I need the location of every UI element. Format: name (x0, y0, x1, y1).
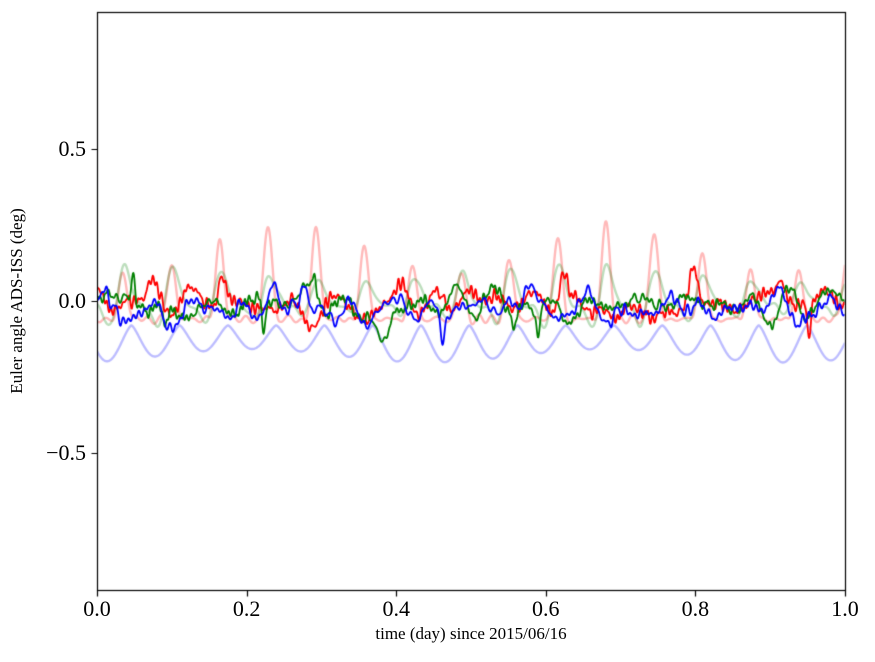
x-axis-label: time (day) since 2015/06/16 (375, 624, 567, 643)
x-tick-label: 0.2 (232, 596, 261, 621)
y-tick-label: 0.0 (58, 288, 87, 313)
y-tick-label: 0.5 (58, 135, 87, 161)
x-tick-label: 1.0 (831, 596, 859, 621)
x-tick-label: 0.4 (382, 596, 410, 621)
x-tick-label: 0.8 (681, 596, 710, 621)
x-tick-label: 0.0 (83, 596, 111, 621)
y-tick-label: −0.5 (46, 440, 86, 466)
y-axis-label: Euler angle ADS-ISS (deg) (7, 208, 26, 394)
x-tick-label: 0.6 (532, 596, 560, 621)
